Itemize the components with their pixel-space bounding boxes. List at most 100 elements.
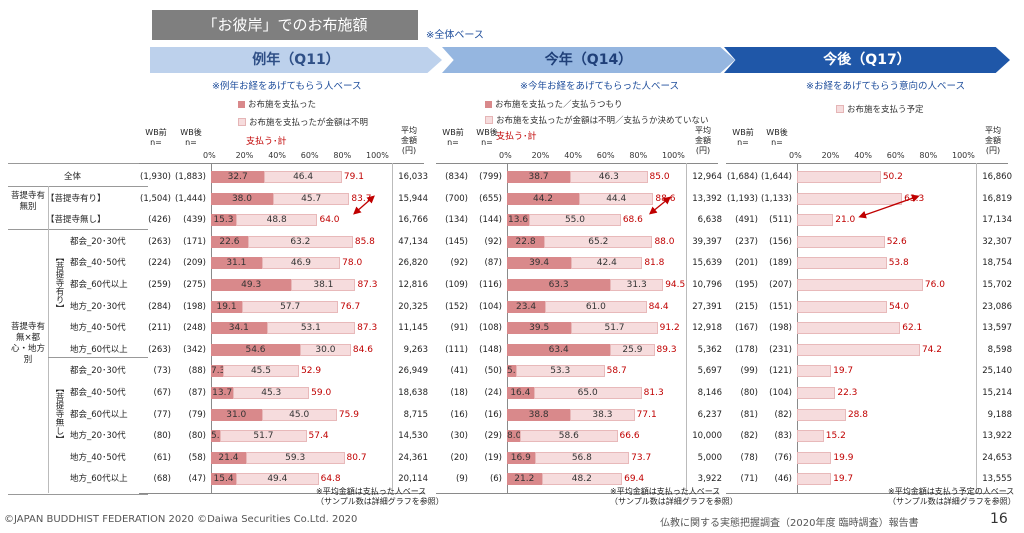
x-tick-label: 20% xyxy=(235,151,254,160)
x-tick-label: 80% xyxy=(919,151,938,160)
sample-size-before: (145) xyxy=(445,236,468,247)
average-amount: 5,697 xyxy=(697,366,722,377)
row-label: 都会_40･50代 xyxy=(70,388,126,398)
average-amount: 25,140 xyxy=(982,366,1012,377)
bar-segment-paid: 19.1 xyxy=(211,300,243,313)
bar-planned xyxy=(797,257,887,270)
page-title: 「お彼岸」でのお布施額 xyxy=(152,10,418,40)
x-tick-label: 60% xyxy=(300,151,319,160)
sample-size-after: (87) xyxy=(484,258,502,269)
row-label: 都会_60代以上 xyxy=(70,280,128,290)
row-frame-top xyxy=(436,163,718,164)
sample-size-before: (195) xyxy=(735,280,758,290)
average-amount: 6,237 xyxy=(697,409,722,420)
row-frame-top xyxy=(726,163,1008,164)
bar-segment-paid: 63.4 xyxy=(507,343,611,356)
sample-size-before: (700) xyxy=(445,193,468,204)
bar-segment-paid: 39.5 xyxy=(507,322,572,335)
sample-size-before: (237) xyxy=(735,236,758,247)
bar-total-label: 64.0 xyxy=(319,215,340,226)
sample-size-after: (198) xyxy=(769,323,792,334)
bar-planned-label: 15.2 xyxy=(825,431,846,442)
sample-size-before: (134) xyxy=(445,215,468,226)
row-label: 都会_20･30代 xyxy=(70,366,126,377)
average-amount: 16,860 xyxy=(982,172,1012,182)
bar-total-label: 84.4 xyxy=(648,301,669,312)
average-amount: 20,114 xyxy=(398,474,428,485)
sample-size-after: (189) xyxy=(769,258,792,269)
bar-segment-unknown: 51.7 xyxy=(571,322,658,335)
average-amount: 5,362 xyxy=(697,344,722,355)
sample-size-after: (207) xyxy=(769,280,792,290)
bar-segment-unknown: 46.9 xyxy=(261,257,341,270)
subgroup-label-without-temple: 【菩提寺無し】 xyxy=(54,384,64,444)
bar-planned xyxy=(797,473,832,486)
bar-planned xyxy=(797,408,846,421)
bar-segment-paid: 49.3 xyxy=(211,279,292,291)
sample-size-before: (18) xyxy=(450,388,468,398)
average-amount: 8,146 xyxy=(697,388,722,398)
sample-size-after: (83) xyxy=(774,431,792,442)
report-title: 仏教に関する実態把握調査（2020年度 臨時調査）報告書 xyxy=(660,518,919,529)
average-amount: 27,391 xyxy=(692,301,722,312)
average-amount: 9,263 xyxy=(403,344,428,355)
footnote-line: （サンプル数は詳細グラフを参照） xyxy=(888,497,1016,506)
row-label: 地方_60代以上 xyxy=(70,474,128,485)
panel-header-q14: 今年（Q14） xyxy=(442,47,735,73)
average-amount: 10,000 xyxy=(692,431,722,442)
panel-note-q17: ※お経をあげてもらう意向の人ベース xyxy=(806,81,966,92)
divider xyxy=(48,357,148,358)
average-amount: 15,639 xyxy=(692,258,722,269)
col-header-avg: 平均 金額 (円) xyxy=(985,126,1001,155)
bar-segment-unknown: 48.2 xyxy=(541,473,623,486)
bar-segment-paid: 8.0 xyxy=(507,430,522,443)
average-amount: 3,922 xyxy=(697,474,722,485)
sample-size-after: (148) xyxy=(479,344,502,355)
bar-planned xyxy=(797,322,901,335)
legend-label: お布施を支払ったが金額は不明／支払うか決めていない xyxy=(496,116,709,126)
bar-segment-unknown: 46.3 xyxy=(570,171,648,183)
legend-label: お布施を支払う予定 xyxy=(847,105,924,115)
bar-segment-paid: 5.4 xyxy=(507,365,522,378)
sample-size-after: (92) xyxy=(484,236,502,247)
sample-size-before: (41) xyxy=(450,366,468,377)
col-header-wb-before: WB前 n= xyxy=(442,128,464,147)
sample-size-after: (275) xyxy=(183,280,206,290)
average-amount: 26,949 xyxy=(398,366,428,377)
bar-total-label: 85.8 xyxy=(354,236,375,247)
sample-size-after: (88) xyxy=(188,366,206,377)
sample-size-after: (151) xyxy=(769,301,792,312)
sample-size-before: (215) xyxy=(735,301,758,312)
sample-size-after: (1,883) xyxy=(175,172,206,182)
average-amount: 24,361 xyxy=(398,452,428,463)
average-amount: 39,397 xyxy=(692,236,722,247)
average-amount: 17,134 xyxy=(982,215,1012,226)
average-amount: 18,638 xyxy=(398,388,428,398)
sample-size-before: (91) xyxy=(450,323,468,334)
x-tick-label: 40% xyxy=(854,151,872,160)
avg-divider xyxy=(686,163,687,493)
bar-total-label: 91.2 xyxy=(659,323,680,334)
average-amount: 12,964 xyxy=(692,172,722,182)
bar-planned-label: 74.2 xyxy=(921,344,942,355)
sample-size-after: (24) xyxy=(484,388,502,398)
row-label: 地方_60代以上 xyxy=(70,344,128,355)
sample-size-after: (116) xyxy=(479,280,502,290)
sample-size-after: (439) xyxy=(183,215,206,226)
sample-size-after: (46) xyxy=(774,474,792,485)
bar-total-label: 52.9 xyxy=(301,366,322,377)
average-amount: 26,820 xyxy=(398,258,428,269)
bar-segment-paid: 7.3 xyxy=(211,365,226,378)
arrow-q11 xyxy=(353,195,375,215)
bar-segment-unknown: 53.1 xyxy=(266,322,356,335)
bar-segment-paid: 16.9 xyxy=(507,451,535,464)
sample-size-after: (16) xyxy=(484,409,502,420)
bar-planned xyxy=(797,387,836,399)
bar-total-label: 57.4 xyxy=(308,431,329,442)
bar-total-label: 59.0 xyxy=(311,388,332,398)
bar-total-label: 94.5 xyxy=(665,280,686,290)
bar-total-label: 78.0 xyxy=(342,258,363,269)
sample-size-after: (29) xyxy=(484,431,502,442)
sample-size-after: (209) xyxy=(183,258,206,269)
